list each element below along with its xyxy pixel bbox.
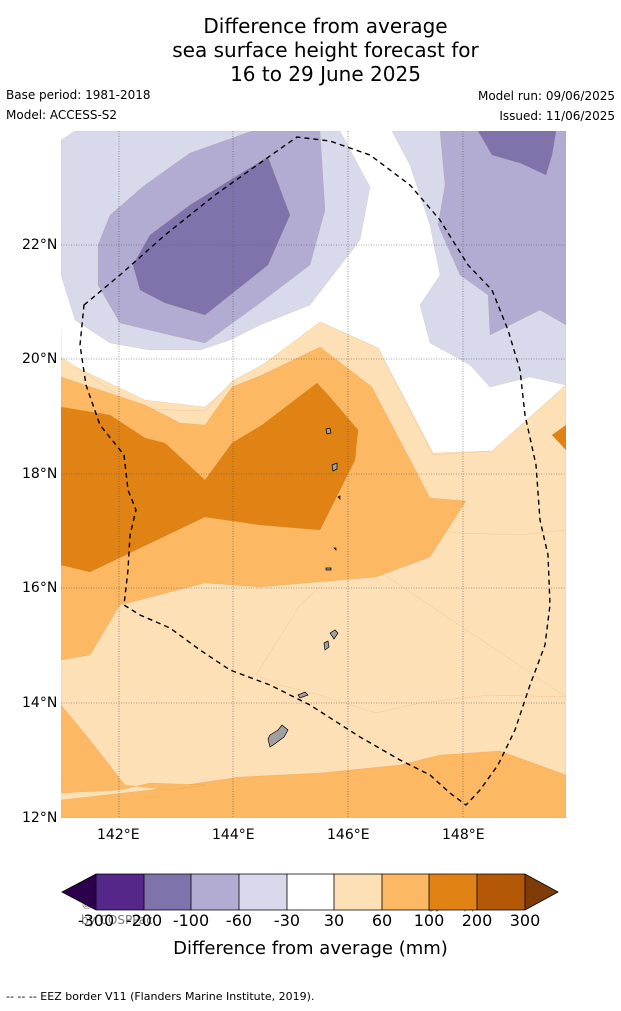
islands	[267, 427, 341, 748]
map-area: © Commonwealth of Australia 2025, Bureau…	[0, 125, 621, 927]
colorbar-bin-p100	[429, 874, 477, 910]
colorbar-tick-p60: 60	[371, 911, 393, 930]
map-svg	[61, 131, 566, 818]
colorbar-tick-n300: -300	[77, 911, 115, 930]
colorbar-tick-n30: -30	[273, 911, 301, 930]
lon-label-144e: 144°E	[212, 827, 255, 843]
colorbar-title: Difference from average (mm)	[173, 938, 448, 959]
model-name: Model: ACCESS-S2	[6, 108, 118, 122]
model-run: Model run: 09/06/2025	[477, 89, 615, 103]
contour-p60-southwest	[61, 704, 206, 794]
colorbar-tick-p30: 30	[323, 911, 345, 930]
lat-label-18n: 18°N	[22, 466, 58, 482]
base-period: Base period: 1981-2018	[6, 88, 151, 102]
colorbar-tick-p100: 100	[413, 911, 445, 930]
title-line-1: Difference from average	[203, 14, 448, 38]
contour-n100-west	[132, 156, 291, 316]
colorbar-extend-low	[62, 874, 96, 910]
contour-p100	[61, 382, 359, 573]
contour-n60-east	[437, 131, 566, 336]
contour-p60-south	[61, 750, 566, 818]
colorbar-bin-p30	[334, 874, 382, 910]
lat-label-16n: 16°N	[22, 580, 58, 596]
lat-label-14n: 14°N	[22, 695, 58, 711]
eez-border	[79, 136, 551, 806]
colorbar-bin-p60	[382, 874, 429, 910]
colorbar-bin-p200	[477, 874, 525, 910]
lon-label-142e: 142°E	[97, 827, 140, 843]
title-line-2: sea surface height forecast for	[172, 38, 479, 62]
eez-footnote: -- -- -- EEZ border V11 (Flanders Marine…	[6, 990, 315, 1003]
lat-label-12n: 12°N	[22, 810, 58, 826]
colorbar	[61, 873, 559, 911]
lon-label-146e: 146°E	[327, 827, 370, 843]
lat-label-22n: 22°N	[22, 237, 58, 253]
colorbar-tick-n100: -100	[172, 911, 210, 930]
lat-label-20n: 20°N	[22, 351, 58, 367]
colorbar-bin-n60	[191, 874, 239, 910]
gridlines	[61, 131, 566, 818]
contour-n100-east	[477, 131, 557, 176]
colorbar-bin-neutral	[287, 874, 334, 910]
contour-p100-east	[551, 424, 566, 451]
colorbar-outline	[61, 873, 559, 911]
colorbar-bin-n30	[239, 874, 287, 910]
contour-fields	[61, 131, 566, 818]
issued-date: Issued: 11/06/2025	[499, 109, 615, 123]
colorbar-bin-n100	[144, 874, 191, 910]
lon-label-148e: 148°E	[442, 827, 485, 843]
colorbar-tick-p300: 300	[509, 911, 541, 930]
colorbar-tick-p200: 200	[461, 911, 493, 930]
colorbar-extend-high	[525, 874, 558, 910]
colorbar-tick-n60: -60	[225, 911, 253, 930]
colorbar-bin-n200	[96, 874, 144, 910]
title-line-3: 16 to 29 June 2025	[230, 62, 421, 86]
colorbar-tick-n200: -200	[125, 911, 163, 930]
